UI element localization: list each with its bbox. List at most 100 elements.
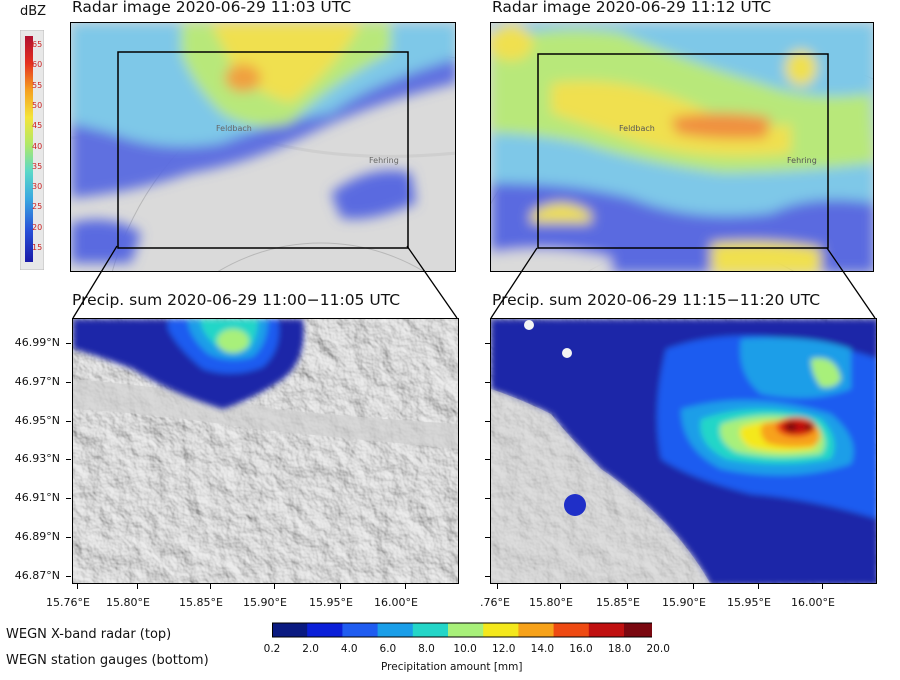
top-right-label-feldbach: Feldbach [619, 124, 655, 133]
x-tick-label-left: 15.90°E [243, 596, 287, 609]
x-tick-mark-right [822, 584, 823, 589]
x-tick-label-left: 15.80°E [106, 596, 150, 609]
colorbar-segment [412, 623, 449, 637]
dbz-tick-label: 25 [32, 202, 43, 212]
colorbar-tick-label: 4.0 [340, 643, 358, 655]
top-left-radar-map: Feldbach Fehring [70, 22, 456, 272]
dbz-tick-label: 20 [32, 222, 43, 232]
colorbar-segment [307, 623, 343, 637]
colorbar-segment [518, 623, 555, 637]
x-tick-mark-right [758, 584, 759, 589]
y-tick-mark [66, 537, 71, 538]
x-tick-label-right: 15.80°E [529, 596, 573, 609]
y-tick-label: 46.93°N [14, 452, 60, 466]
top-right-radar-map: Feldbach Fehring [490, 22, 874, 272]
y-tick-mark-right [485, 498, 490, 500]
dbz-tick-label: 60 [32, 60, 43, 70]
bottom-left-precip-field [73, 319, 458, 583]
x-tick-label-right: .76°E [480, 596, 510, 609]
y-tick-mark [66, 381, 71, 383]
y-tick-mark-right [485, 459, 490, 461]
x-tick-mark-left [274, 584, 275, 589]
bottom-right-precip-map [490, 318, 877, 584]
y-tick-label: 46.99°N [14, 336, 60, 349]
x-tick-mark-right [693, 584, 694, 589]
y-tick-mark [66, 498, 71, 500]
colorbar-segment [448, 623, 484, 637]
colorbar-tick-label: 2.0 [302, 643, 319, 655]
top-left-label-feldbach: Feldbach [216, 124, 252, 133]
top-left-label-fehring: Fehring [369, 156, 399, 165]
y-tick-mark [66, 343, 71, 344]
top-left-title: Radar image 2020-06-29 11:03 UTC [72, 0, 352, 16]
colorbar-outline [272, 622, 652, 638]
zoom-connector-lines [72, 245, 876, 319]
colorbar-segment [483, 623, 519, 637]
x-tick-label-left: 15.76°E [46, 596, 90, 609]
dbz-tick-label: 40 [32, 141, 43, 151]
y-tick-mark [66, 459, 71, 461]
dbz-legend-title: dBZ [20, 4, 47, 19]
bottom-right-precip-field [491, 319, 876, 583]
dbz-tick-label: 55 [32, 80, 43, 90]
dbz-tick-label: 45 [32, 121, 43, 131]
x-tick-mark-left [340, 584, 341, 589]
bottom-right-title-main: Precip. sum 2020-06-29 11:15−11:20 [492, 291, 785, 309]
y-tick-label: 46.89°N [14, 530, 60, 543]
x-tick-label-left: 16.00°E [374, 596, 418, 609]
dbz-tick-label: 65 [32, 40, 43, 49]
colorbar-tick-label: 18.0 [607, 643, 632, 655]
y-tick-label: 46.95°N [14, 413, 60, 427]
x-tick-mark-right [497, 584, 498, 589]
y-tick-label: 46.97°N [14, 374, 60, 388]
x-tick-label-right: 15.95°E [727, 596, 771, 609]
top-right-title: Radar image 2020-06-29 11:12 UTC [492, 0, 772, 16]
y-tick-label: 46.91°N [14, 491, 60, 505]
colorbar-tick-label: 14.0 [530, 643, 555, 655]
colorbar-tick-label: 10.0 [453, 643, 477, 655]
x-tick-mark-left [210, 584, 211, 589]
x-tick-mark-left [137, 584, 138, 589]
precip-colorbar [272, 622, 652, 638]
x-tick-mark-left [405, 584, 406, 589]
bottom-right-title-unit: UTC [789, 291, 821, 309]
x-tick-label-right: 15.85°E [596, 596, 640, 609]
dbz-tick-label: 30 [32, 182, 43, 192]
precip-colorbar-label: Precipitation amount [mm] [381, 661, 523, 673]
y-tick-mark [66, 575, 71, 577]
radar-note: WEGN X-band radar (top) [6, 627, 172, 642]
x-tick-label-left: 15.95°E [309, 596, 353, 609]
colorbar-tick-label: 16.0 [569, 643, 593, 655]
dbz-tick-label: 35 [32, 161, 43, 171]
top-right-radar-field: Feldbach Fehring [491, 23, 873, 271]
colorbar-tick-label: 12.0 [492, 643, 516, 655]
colorbar-segment [624, 623, 652, 637]
dbz-tick-label: 50 [32, 100, 43, 110]
colorbar-tick-label: 20.0 [646, 643, 670, 655]
y-tick-mark [66, 420, 71, 422]
dbz-legend [20, 30, 44, 270]
gauges-note: WEGN station gauges (bottom) [6, 653, 209, 668]
x-tick-mark-left [77, 584, 78, 589]
bottom-left-title-unit: UTC [369, 291, 401, 309]
x-tick-label-left: 15.85°E [179, 596, 223, 609]
colorbar-tick-label: 6.0 [379, 643, 397, 655]
colorbar-segment [342, 623, 379, 637]
dbz-tick-label: 15 [32, 243, 43, 252]
y-tick-mark-right [485, 420, 490, 422]
y-tick-mark-right [485, 381, 490, 383]
y-tick-mark-right [485, 575, 490, 577]
x-tick-label-right: 16.00°E [791, 596, 835, 609]
top-right-label-fehring: Fehring [787, 156, 817, 165]
y-tick-mark-right [485, 343, 490, 344]
y-tick-mark-right [485, 537, 490, 538]
x-tick-label-right: 15.90°E [662, 596, 706, 609]
bottom-right-title: Precip. sum 2020-06-29 11:15−11:20 UTC [492, 291, 820, 309]
colorbar-segment [553, 623, 590, 637]
colorbar-segment [588, 623, 625, 637]
bottom-left-title: Precip. sum 2020-06-29 11:00−11:05 UTC [72, 291, 400, 309]
x-tick-mark-right [560, 584, 561, 589]
x-tick-mark-right [627, 584, 628, 589]
colorbar-tick-label: 0.2 [263, 643, 281, 655]
bottom-left-title-main: Precip. sum 2020-06-29 11:00−11:05 [72, 291, 365, 309]
